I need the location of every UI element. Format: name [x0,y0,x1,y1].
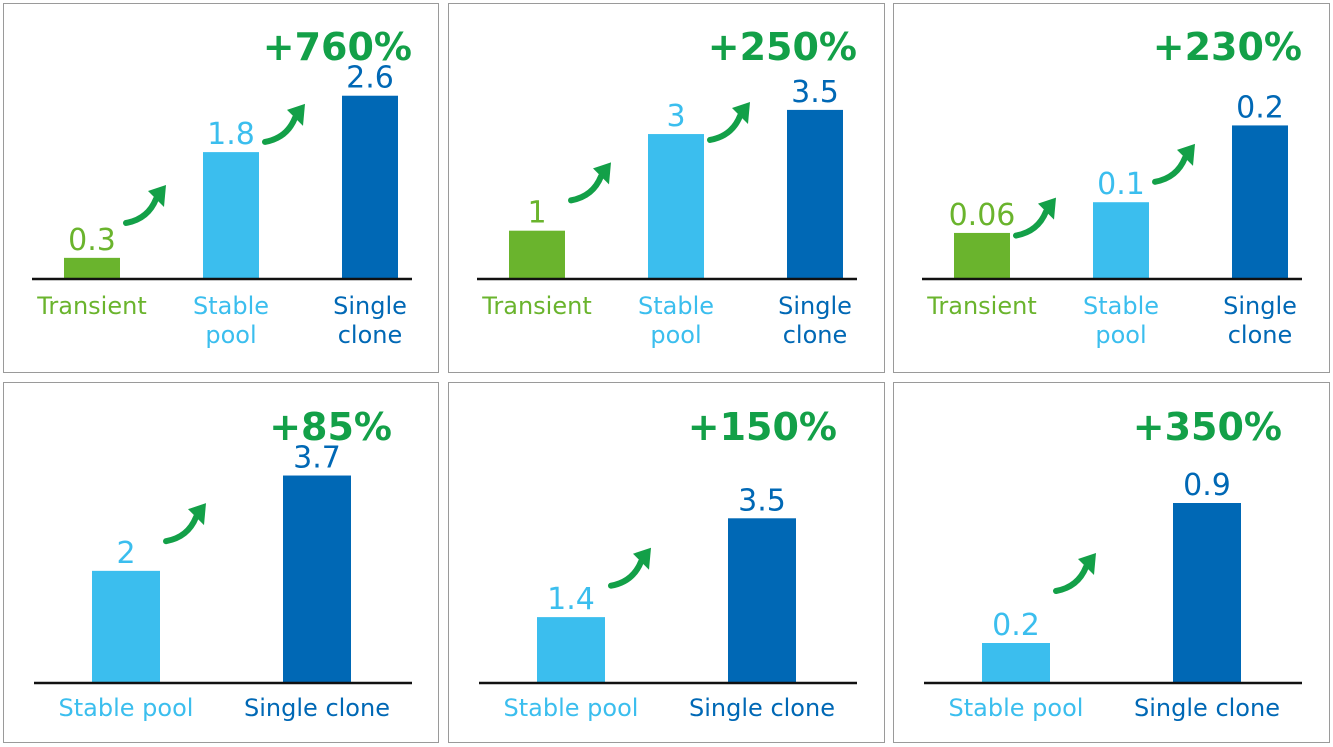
growth-arrow-icon [163,503,206,545]
growth-arrow-icon [568,162,611,204]
growth-arrow-icon [1152,143,1195,185]
category-label: clone [1228,321,1293,349]
chart-panel-2: +250% 1 Transient 3 Stable pool 3.5 Single clone [448,3,885,373]
growth-percent-label: +760% [263,25,412,69]
bar-value-label: 1 [527,196,546,231]
growth-arrow-icon [608,547,651,589]
chart-svg-4: +85% 2 Stable pool 3.7 Single clone [34,405,412,722]
category-label: clone [338,321,403,349]
bar-value-label: 1.8 [207,117,255,152]
category-label: Stable [193,292,269,320]
category-label: Stable pool [504,694,639,722]
bar-stable [203,152,259,279]
bar-transient [509,230,565,279]
bar-stable [537,617,605,683]
bar-stable [982,643,1050,683]
growth-percent-label: +350% [1133,405,1282,449]
bar-stable [92,570,160,683]
category-label: Single [333,292,407,320]
bar-transient [64,257,120,279]
chart-svg-6: +350% 0.2 Stable pool 0.9 Single clone [924,405,1302,722]
growth-percent-label: +250% [708,25,857,69]
category-label: Transient [926,292,1036,320]
bar-single [283,475,351,683]
chart-panel-6: +350% 0.2 Stable pool 0.9 Single clone [893,382,1330,743]
growth-percent-label: +150% [688,405,837,449]
category-label: clone [783,321,848,349]
bar-value-label: 2.6 [346,61,394,96]
bar-transient [954,232,1010,279]
category-label: Transient [481,292,591,320]
bar-stable [1093,202,1149,279]
chart-panel-3: +230% 0.06 Transient 0.1 Stable pool 0.2 Single… [893,3,1330,373]
bar-single [787,109,843,279]
bar-value-label: 0.3 [68,223,116,258]
category-label: Stable pool [949,694,1084,722]
bar-value-label: 3.7 [293,441,341,476]
bar-stable [648,134,704,279]
category-label: pool [1095,321,1146,349]
bar-value-label: 1.4 [547,582,595,617]
category-label: Single [1223,292,1297,320]
bar-value-label: 2 [116,536,135,571]
growth-arrow-icon [1013,197,1056,239]
growth-arrow-icon [707,101,750,143]
category-label: Stable [1083,292,1159,320]
growth-arrow-icon [1053,553,1096,594]
bar-single [1232,125,1288,279]
category-label: Single clone [244,694,390,722]
bar-single [728,518,796,683]
chart-panel-4: +85% 2 Stable pool 3.7 Single clone [3,382,439,743]
category-label: Single clone [1134,694,1280,722]
bar-single [342,95,398,279]
category-label: Single clone [689,694,835,722]
bar-single [1173,503,1241,683]
bar-value-label: 3 [666,99,685,134]
category-label: Stable [638,292,714,320]
category-label: Transient [36,292,146,320]
growth-arrow-icon [123,184,166,226]
bar-value-label: 3.5 [738,483,786,518]
bar-value-label: 0.2 [992,608,1040,643]
chart-panel-5: +150% 1.4 Stable pool 3.5 Single clone [448,382,885,743]
bar-value-label: 0.06 [949,198,1016,233]
chart-panel-1: +760% 0.3 Transient 1.8 Stable pool 2.6 Single c… [3,3,439,373]
growth-arrow-icon [262,103,305,145]
chart-svg-5: +150% 1.4 Stable pool 3.5 Single clone [479,405,857,722]
bar-value-label: 0.2 [1236,90,1284,125]
bar-value-label: 3.5 [791,75,839,110]
bar-value-label: 0.1 [1097,167,1145,202]
category-label: pool [650,321,701,349]
growth-percent-label: +230% [1153,25,1302,69]
category-label: pool [205,321,256,349]
growth-percent-label: +85% [269,405,392,449]
category-label: Stable pool [59,694,194,722]
bar-value-label: 0.9 [1183,468,1231,503]
category-label: Single [778,292,852,320]
